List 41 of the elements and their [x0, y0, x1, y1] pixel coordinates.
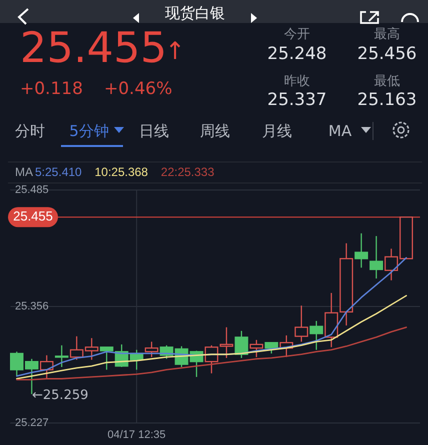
line-series [16, 326, 407, 380]
text: 22:25.333 [160, 165, 215, 179]
text: 25.248 [267, 44, 327, 64]
text: 25.337 [267, 90, 327, 110]
text: 分时 [15, 122, 45, 140]
text: 5:25.410 [35, 165, 82, 179]
text: 10:25.368 [94, 165, 148, 179]
legend-title: MA [15, 165, 33, 179]
candlestick [250, 339, 264, 358]
text: 昨收 [284, 74, 310, 89]
candlestick [40, 354, 54, 380]
text: 25.456 [357, 44, 417, 64]
text: 日线 [139, 122, 169, 140]
candlestick [54, 344, 68, 368]
y-tick-label: 25.227 [15, 416, 49, 429]
candlestick [144, 341, 158, 358]
text: 25.455 [20, 23, 167, 72]
candlestick [310, 320, 324, 350]
ref-line-label: 25.455 [13, 208, 53, 224]
y-tick-label: 25.356 [15, 300, 49, 312]
candlestick [264, 342, 278, 354]
text: 月线 [262, 122, 292, 140]
text: 25.163 [357, 90, 417, 110]
candlestick [234, 330, 248, 359]
x-tick-label: 04/17 12:35 [108, 429, 166, 441]
line-series [16, 294, 407, 380]
text: 最高 [374, 26, 400, 42]
text: 5分钟 [69, 122, 109, 140]
text: 今开 [284, 27, 310, 42]
annotation: ←25.259 [32, 388, 88, 403]
candlestick [294, 304, 308, 342]
text: ↑ [165, 37, 186, 65]
text: 周线 [200, 122, 230, 140]
y-tick-label: 25.485 [15, 184, 49, 196]
text: MA [328, 122, 352, 140]
text: +0.46% [104, 79, 172, 99]
candlestick [354, 232, 368, 268]
text: 最低 [374, 74, 400, 89]
chart-title: 现货白银 [165, 4, 225, 22]
candlestick [370, 235, 384, 280]
text: +0.118 [20, 79, 83, 99]
